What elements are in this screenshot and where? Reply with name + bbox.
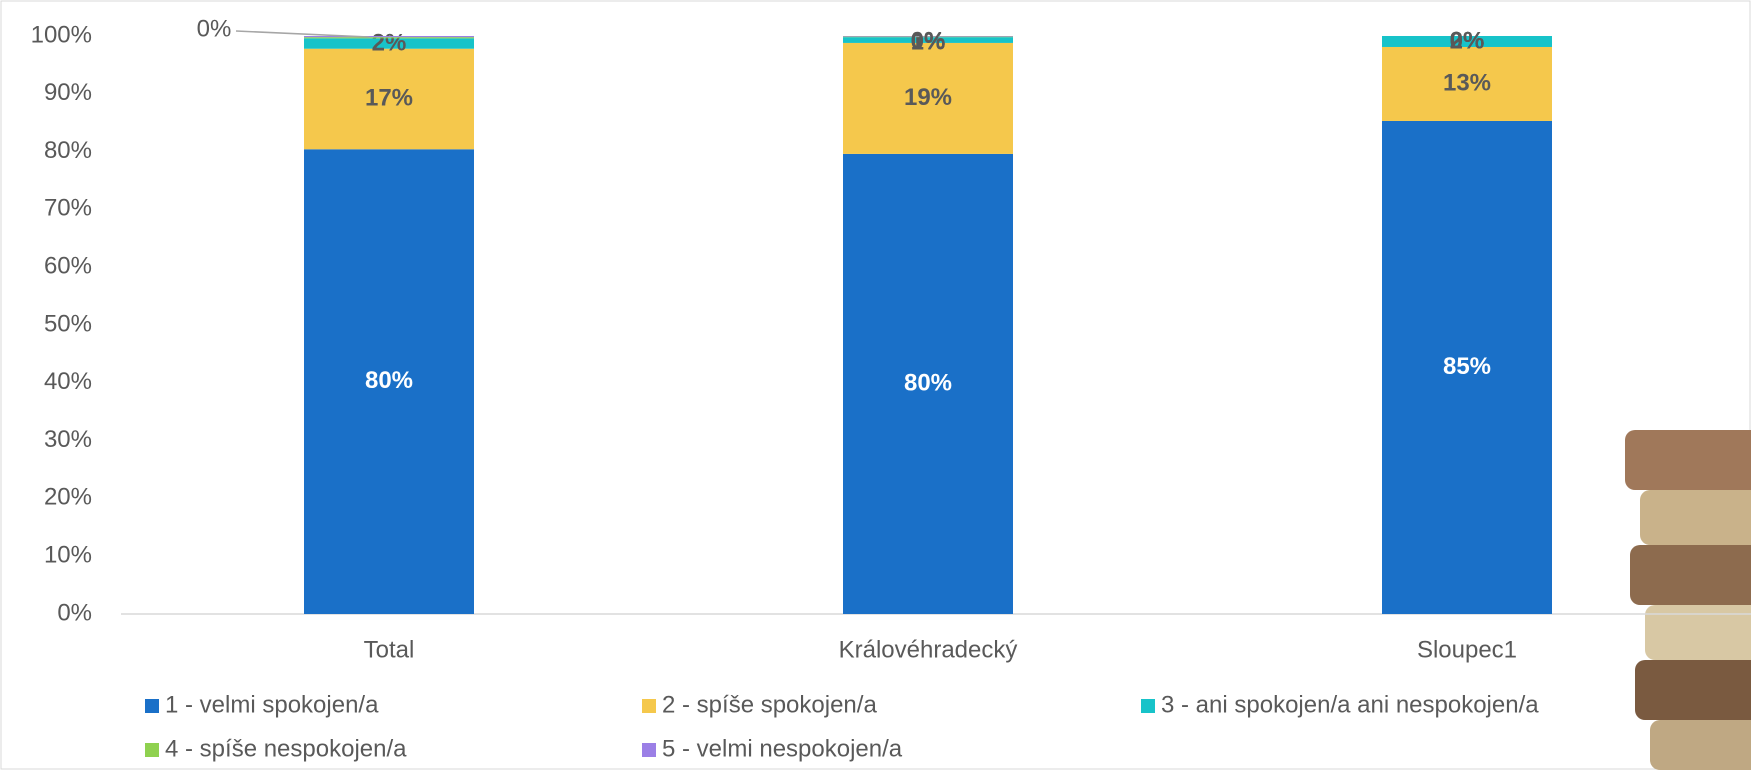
books-decoration (1625, 430, 1751, 770)
data-label: 85% (1443, 353, 1491, 380)
legend-swatch (145, 699, 159, 713)
y-tick-label: 20% (44, 484, 92, 511)
legend-swatch (642, 743, 656, 757)
bar-segment (843, 36, 1013, 38)
bar-segment (304, 149, 474, 614)
legend-label: 3 - ani spokojen/a ani nespokojen/a (1161, 691, 1539, 718)
legend-label: 1 - velmi spokojen/a (165, 691, 379, 718)
data-label: 80% (904, 369, 952, 396)
y-tick-label: 0% (57, 599, 92, 626)
bar-segment (843, 36, 1013, 37)
data-label: 0% (197, 15, 232, 42)
x-tick-label: Total (364, 636, 415, 663)
bar-segment (1382, 36, 1552, 47)
data-label: 0% (1450, 27, 1485, 54)
legend-label: 5 - velmi nespokojen/a (662, 735, 903, 762)
bar-segment (304, 37, 474, 39)
legend-swatch (1141, 699, 1155, 713)
data-label: 0% (911, 28, 946, 55)
data-label: 2% (372, 30, 407, 57)
bar-segment (843, 37, 1013, 43)
data-label: 13% (1443, 69, 1491, 96)
data-label: 2% (1450, 27, 1485, 54)
leader-line (235, 30, 370, 38)
y-tick-label: 60% (44, 253, 92, 280)
bar-segment (843, 42, 1013, 154)
bar-segment (1382, 120, 1552, 614)
y-tick-label: 70% (44, 195, 92, 222)
bar-segment (843, 153, 1013, 615)
legend-label: 4 - spíše nespokojen/a (165, 735, 407, 762)
bar-segment (304, 38, 474, 49)
data-label: 19% (904, 84, 952, 111)
y-tick-label: 90% (44, 79, 92, 106)
y-tick-label: 10% (44, 542, 92, 569)
data-label: 80% (365, 367, 413, 394)
bar-segment (1382, 46, 1552, 121)
y-tick-label: 80% (44, 137, 92, 164)
bar-segment (304, 36, 474, 38)
data-label: 17% (365, 84, 413, 111)
x-tick-label: Sloupec1 (1417, 636, 1517, 663)
y-tick-label: 30% (44, 426, 92, 453)
data-label: 1% (911, 28, 946, 55)
legend-label: 2 - spíše spokojen/a (662, 691, 877, 718)
legend-swatch (642, 699, 656, 713)
legend-swatch (145, 743, 159, 757)
data-label: 0% (911, 27, 946, 54)
data-label: 0% (1450, 27, 1485, 54)
y-tick-label: 100% (31, 21, 92, 48)
y-tick-label: 50% (44, 310, 92, 337)
y-tick-label: 40% (44, 368, 92, 395)
x-tick-label: Královéhradecký (839, 636, 1018, 663)
bar-segment (304, 48, 474, 150)
